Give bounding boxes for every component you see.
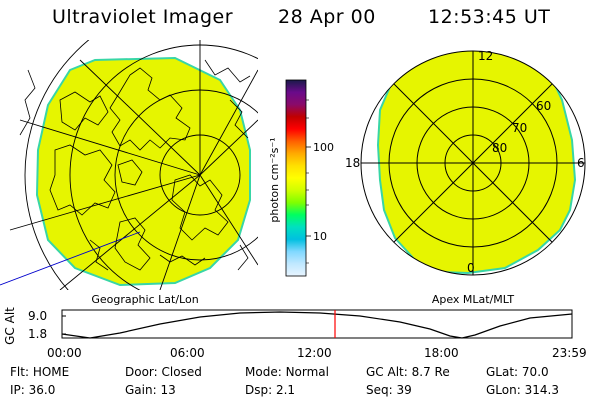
aurora-image-right [376,51,577,275]
mlat-label-70: 70 [512,121,527,135]
x-tick-0000: 00:00 [47,346,82,360]
info-gc-alt: GC Alt: 8.7 Re [366,365,450,379]
altitude-curve [61,311,573,339]
info-seq: Seq: 39 [366,383,412,397]
colorbar-unit-label: photon cm⁻²s⁻¹ [268,137,281,222]
x-tick-1800: 18:00 [424,346,459,360]
mlat-label-60: 60 [536,99,551,113]
x-tick-2359: 23:59 [552,346,587,360]
mlt-label-dusk: 18 [345,156,360,170]
x-tick-0600: 06:00 [170,346,205,360]
mlat-label-80: 80 [492,141,507,155]
aurora-image-left [35,56,251,287]
right-panel-caption: Apex MLat/MLT [432,293,515,306]
left-panel-caption: Geographic Lat/Lon [91,293,198,306]
y-axis-label: GC Alt [3,307,17,345]
info-glat: GLat: 70.0 [486,365,549,379]
magnetic-map: 12 18 6 0 60 70 80 [345,49,586,276]
altitude-plot: 9.0 1.8 GC Alt 00:00 06:00 12:00 18:00 2… [3,307,587,360]
app-title: Ultraviolet Imager [52,6,234,28]
colorbar: 100 10 photon cm⁻²s⁻¹ [268,79,334,277]
colorbar-tick-100: 100 [313,141,334,154]
y-tick-9: 9.0 [28,309,47,323]
coastlines [19,59,251,271]
info-dsp: Dsp: 2.1 [245,383,296,397]
colorbar-tick-10: 10 [313,230,327,243]
mlt-label-midnight: 0 [467,261,475,275]
time-label: 12:53:45 UT [428,6,551,28]
y-tick-1-8: 1.8 [28,327,47,341]
date-label: 28 Apr 00 [278,6,376,28]
geographic-map [0,40,258,290]
info-door: Door: Closed [125,365,202,379]
info-glon: GLon: 314.3 [486,383,559,397]
mlt-label-dawn: 6 [577,156,585,170]
map-graticule [0,40,258,290]
info-mode: Mode: Normal [245,365,329,379]
mlt-label-noon: 12 [478,49,493,63]
x-tick-1200: 12:00 [297,346,332,360]
info-ip: IP: 36.0 [10,383,56,397]
info-flt: Flt: HOME [10,365,70,379]
info-gain: Gain: 13 [125,383,176,397]
